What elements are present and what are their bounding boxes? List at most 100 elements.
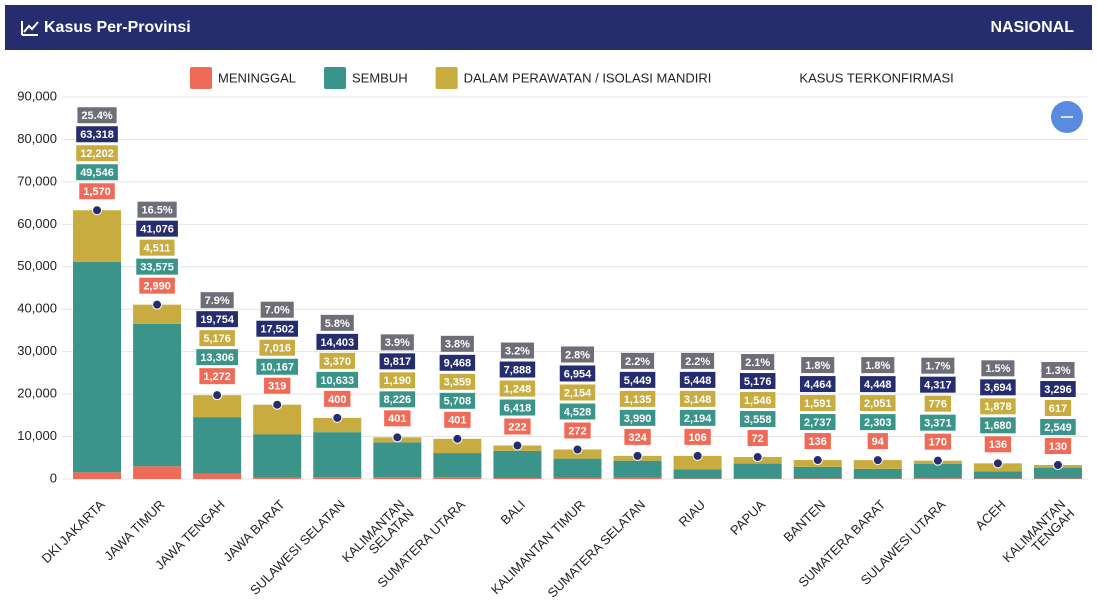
data-label: 10,167 bbox=[260, 362, 294, 374]
legend-label: KASUS TERKONFIRMASI bbox=[799, 70, 953, 85]
percent-label: 2.2% bbox=[625, 356, 650, 368]
y-tick-label: 10,000 bbox=[17, 428, 57, 443]
legend-swatch bbox=[324, 67, 346, 89]
data-label: 5,449 bbox=[624, 375, 652, 387]
data-label: 6,418 bbox=[504, 402, 532, 414]
bar-segment bbox=[313, 432, 361, 477]
data-label: 136 bbox=[809, 436, 827, 448]
data-label: 170 bbox=[929, 437, 947, 449]
y-tick-label: 70,000 bbox=[17, 173, 57, 188]
y-tick-label: 90,000 bbox=[17, 88, 57, 103]
legend-label: DALAM PERAWATAN / ISOLASI MANDIRI bbox=[464, 70, 712, 85]
data-label: 3,359 bbox=[444, 377, 472, 389]
data-label: 222 bbox=[508, 421, 526, 433]
bar-segment bbox=[73, 472, 121, 479]
data-label: 401 bbox=[388, 413, 406, 425]
total-dot bbox=[93, 206, 102, 215]
data-label: 319 bbox=[268, 381, 286, 393]
percent-label: 1.7% bbox=[925, 361, 950, 373]
percent-label: 25.4% bbox=[81, 110, 112, 122]
data-label: 2,990 bbox=[143, 281, 171, 293]
percent-label: 1.8% bbox=[805, 360, 830, 372]
data-label: 1,135 bbox=[624, 394, 652, 406]
percent-label: 2.2% bbox=[685, 356, 710, 368]
data-label: 49,546 bbox=[80, 167, 114, 179]
bar-segment bbox=[133, 324, 181, 467]
bar-segment bbox=[73, 262, 121, 472]
bar-segment bbox=[974, 478, 1022, 479]
bar-segment bbox=[373, 477, 421, 479]
bar-segment bbox=[193, 474, 241, 479]
bar-segment bbox=[493, 478, 541, 479]
data-label: 33,575 bbox=[140, 262, 174, 274]
y-tick-label: 50,000 bbox=[17, 258, 57, 273]
total-dot bbox=[573, 445, 582, 454]
x-tick-label: PAPUA bbox=[727, 497, 768, 538]
data-label: 3,990 bbox=[624, 413, 652, 425]
data-label: 324 bbox=[628, 432, 647, 444]
percent-label: 1.8% bbox=[865, 360, 890, 372]
bar-segment bbox=[614, 461, 662, 478]
data-label: 1,878 bbox=[984, 401, 1012, 413]
total-dot bbox=[153, 300, 162, 309]
bar-segment bbox=[313, 477, 361, 479]
data-label: 2,154 bbox=[564, 387, 592, 399]
bar-segment bbox=[493, 451, 541, 478]
data-label: 4,317 bbox=[924, 380, 952, 392]
legend-swatch bbox=[190, 67, 212, 89]
total-dot bbox=[993, 459, 1002, 468]
percent-label: 3.2% bbox=[505, 345, 530, 357]
data-label: 401 bbox=[448, 415, 466, 427]
y-tick-label: 80,000 bbox=[17, 131, 57, 146]
data-label: 72 bbox=[752, 433, 764, 445]
data-label: 2,549 bbox=[1044, 422, 1072, 434]
total-dot bbox=[453, 434, 462, 443]
total-dot bbox=[933, 456, 942, 465]
legend-label: MENINGGAL bbox=[218, 70, 296, 85]
y-tick-label: 60,000 bbox=[17, 216, 57, 231]
data-label: 41,076 bbox=[140, 224, 174, 236]
data-label: 1,570 bbox=[83, 186, 111, 198]
data-label: 3,296 bbox=[1044, 384, 1072, 396]
total-dot bbox=[513, 441, 522, 450]
total-dot bbox=[753, 453, 762, 462]
data-label: 5,448 bbox=[684, 375, 712, 387]
data-label: 6,954 bbox=[564, 368, 592, 380]
data-label: 3,558 bbox=[744, 414, 772, 426]
total-dot bbox=[213, 391, 222, 400]
data-label: 1,546 bbox=[744, 395, 772, 407]
bar-segment bbox=[554, 478, 602, 479]
bar-segment bbox=[133, 466, 181, 479]
data-label: 19,754 bbox=[200, 314, 235, 326]
percent-label: 3.8% bbox=[445, 339, 470, 351]
bar-segment bbox=[614, 478, 662, 479]
data-label: 9,468 bbox=[444, 358, 472, 370]
bar-segment bbox=[554, 459, 602, 478]
x-tick-label: DKI JAKARTA bbox=[39, 497, 108, 566]
data-label: 1,591 bbox=[804, 398, 832, 410]
data-label: 2,194 bbox=[684, 413, 712, 425]
percent-label: 5.8% bbox=[325, 318, 350, 330]
bar-segment bbox=[433, 453, 481, 477]
x-tick-label: KALIMANTANTENGAH bbox=[1000, 497, 1078, 575]
data-label: 130 bbox=[1049, 441, 1067, 453]
bar-segment bbox=[253, 478, 301, 479]
x-tick-label: BALI bbox=[497, 497, 528, 528]
data-label: 136 bbox=[989, 439, 1007, 451]
percent-label: 3.9% bbox=[385, 337, 410, 349]
data-label: 7,888 bbox=[504, 364, 532, 376]
total-dot bbox=[393, 433, 402, 442]
header-title: Kasus Per-Provinsi bbox=[44, 19, 191, 36]
bar-segment bbox=[674, 469, 722, 478]
data-label: 2,303 bbox=[864, 417, 892, 429]
total-dot bbox=[633, 451, 642, 460]
bar-segment bbox=[373, 442, 421, 477]
percent-label: 1.5% bbox=[985, 363, 1010, 375]
total-dot bbox=[1053, 461, 1062, 470]
percent-label: 16.5% bbox=[141, 205, 172, 217]
data-label: 4,511 bbox=[144, 243, 171, 255]
bar-segment bbox=[794, 478, 842, 479]
bar-segment bbox=[854, 469, 902, 479]
bar-segment bbox=[734, 464, 782, 479]
data-label: 106 bbox=[688, 432, 706, 444]
